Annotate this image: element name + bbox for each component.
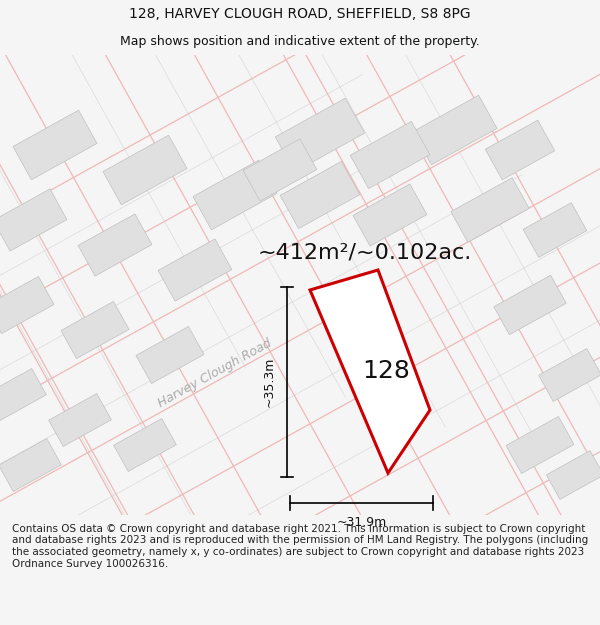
Polygon shape [103,135,187,205]
Polygon shape [0,369,46,421]
Text: ~35.3m: ~35.3m [263,357,275,408]
Polygon shape [158,239,232,301]
Polygon shape [494,275,566,335]
Text: ~412m²/~0.102ac.: ~412m²/~0.102ac. [258,243,472,263]
Text: Harvey Clough Road: Harvey Clough Road [156,336,274,409]
Polygon shape [136,326,204,384]
Polygon shape [523,202,587,258]
Polygon shape [61,301,129,359]
Polygon shape [547,451,600,499]
Polygon shape [350,121,430,189]
Polygon shape [0,276,54,334]
Polygon shape [485,120,555,180]
Polygon shape [413,95,497,165]
Polygon shape [353,184,427,246]
Text: Map shows position and indicative extent of the property.: Map shows position and indicative extent… [120,35,480,48]
Polygon shape [280,161,360,229]
Polygon shape [506,416,574,474]
Text: 128, HARVEY CLOUGH ROAD, SHEFFIELD, S8 8PG: 128, HARVEY CLOUGH ROAD, SHEFFIELD, S8 8… [129,7,471,21]
Polygon shape [13,110,97,180]
Polygon shape [451,177,529,242]
Polygon shape [275,98,365,172]
Polygon shape [243,139,317,201]
Polygon shape [539,349,600,401]
Polygon shape [0,439,61,491]
Polygon shape [193,160,277,230]
Text: Contains OS data © Crown copyright and database right 2021. This information is : Contains OS data © Crown copyright and d… [12,524,588,569]
Polygon shape [49,394,112,446]
Text: 128: 128 [362,359,410,382]
Polygon shape [310,270,430,473]
Polygon shape [0,189,67,251]
Text: ~31.9m: ~31.9m [337,516,386,529]
Polygon shape [113,419,176,471]
Polygon shape [78,214,152,276]
